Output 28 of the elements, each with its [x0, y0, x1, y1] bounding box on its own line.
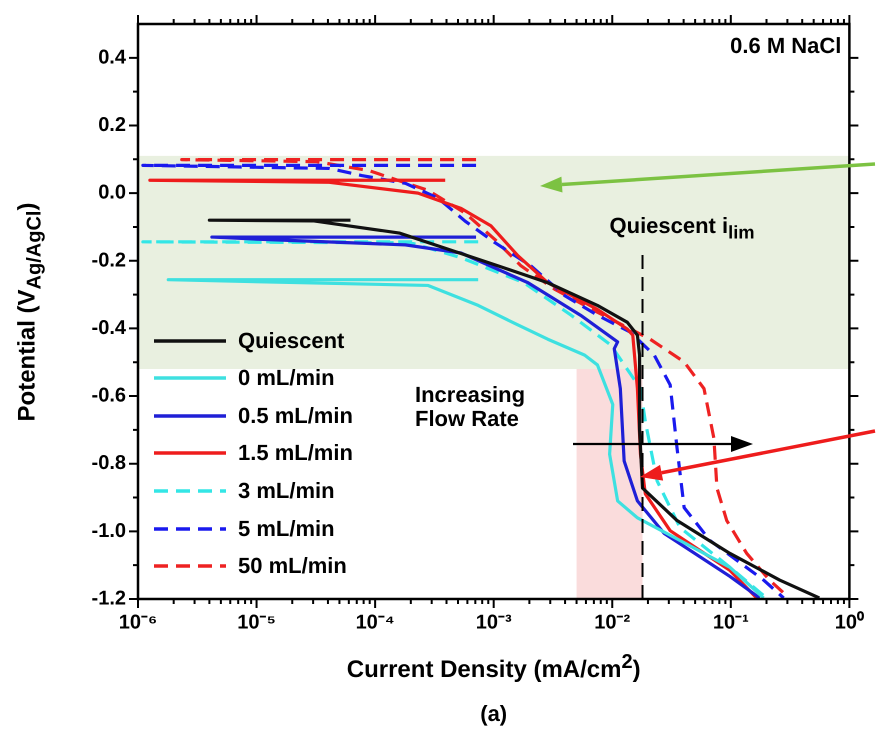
x-tick-label: 10⁻⁵	[237, 612, 276, 634]
legend-label: 5 mL/min	[238, 516, 335, 542]
y-tick-label: 0.0	[98, 182, 126, 204]
annotation: Increasing Flow Rate	[415, 382, 526, 432]
y-tick-label: -1.0	[92, 520, 126, 542]
x-tick-label: 10⁻³	[476, 612, 512, 634]
y-tick-label: 0.2	[98, 114, 126, 136]
y-tick-label: -0.6	[92, 384, 126, 407]
x-tick-label: 10⁰	[834, 610, 864, 634]
y-tick-label: -0.4	[92, 316, 127, 339]
legend-label: Quiescent	[238, 328, 344, 354]
x-tick-label: 10⁻¹	[712, 612, 750, 634]
x-tick-label: 10⁻⁴	[356, 612, 395, 634]
ref-line-label: Quiescent i$_{lim}$	[610, 213, 755, 243]
legend-label: 0.5 mL/min	[238, 402, 353, 429]
legend-label: 50 mL/min	[238, 553, 347, 580]
x-tick-label: 10⁻²	[594, 612, 631, 634]
y-tick-label: -0.8	[92, 452, 126, 474]
y-tick-label: -1.2	[92, 588, 126, 610]
y-tick-label: 0.4	[98, 46, 127, 68]
text: (a)	[480, 701, 508, 726]
x-tick-label: 10⁻⁶	[118, 612, 158, 634]
x-axis-title: Current Density (mA/cm$^{2}$)	[346, 651, 641, 684]
y-tick-label: -0.2	[92, 249, 126, 272]
legend-label: 0 mL/min	[238, 365, 335, 392]
annotation: 0.6 M NaCl	[730, 33, 842, 58]
legend-label: 3 mL/min	[238, 478, 335, 504]
legend-label: 1.5 mL/min	[238, 440, 353, 466]
